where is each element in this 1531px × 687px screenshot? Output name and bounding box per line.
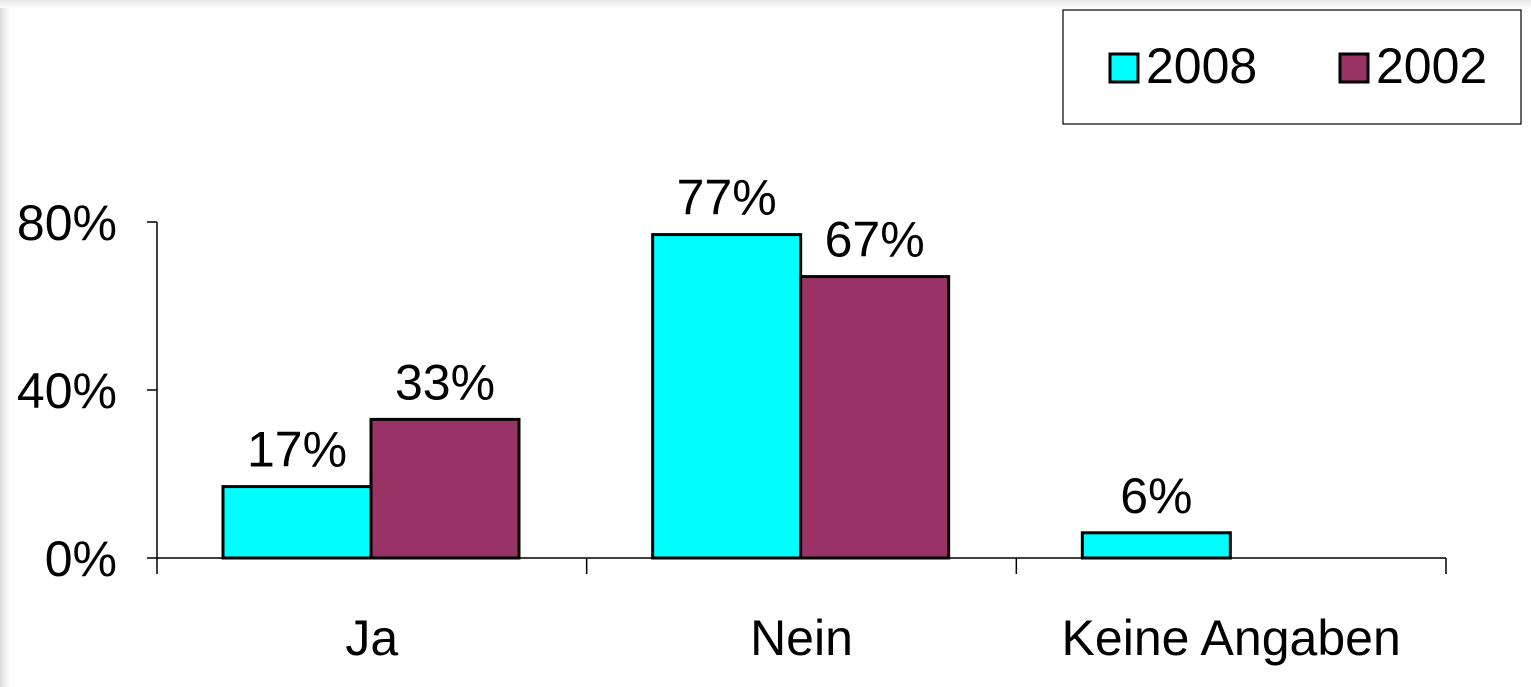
bar-2008-ja xyxy=(221,485,373,560)
category-label: Ja xyxy=(345,610,398,666)
y-tick-label: 40% xyxy=(17,363,117,419)
category-label: Keine Angaben xyxy=(1062,610,1401,666)
legend: 2008 2002 xyxy=(1062,9,1522,125)
legend-label-2002: 2002 xyxy=(1376,38,1487,94)
data-label: 67% xyxy=(825,212,925,268)
data-label: 17% xyxy=(247,422,347,478)
bar-2008-nein xyxy=(651,233,803,560)
category-label: Nein xyxy=(750,610,853,666)
y-tick-label: 0% xyxy=(45,531,117,587)
bar-2002-ja xyxy=(369,417,521,560)
bars xyxy=(221,233,1232,560)
legend-label-2008: 2008 xyxy=(1146,38,1257,94)
bar-2002-nein xyxy=(799,275,951,560)
data-label: 6% xyxy=(1120,468,1192,524)
legend-swatch-2002 xyxy=(1338,52,1370,84)
legend-swatch-2008 xyxy=(1108,52,1140,84)
y-tick-label: 80% xyxy=(17,195,117,251)
data-labels: 17% 33% 77% 67% 6% xyxy=(247,170,1193,524)
data-label: 33% xyxy=(395,354,495,410)
bar-2008-keine-angaben xyxy=(1080,531,1232,560)
data-label: 77% xyxy=(677,170,777,226)
